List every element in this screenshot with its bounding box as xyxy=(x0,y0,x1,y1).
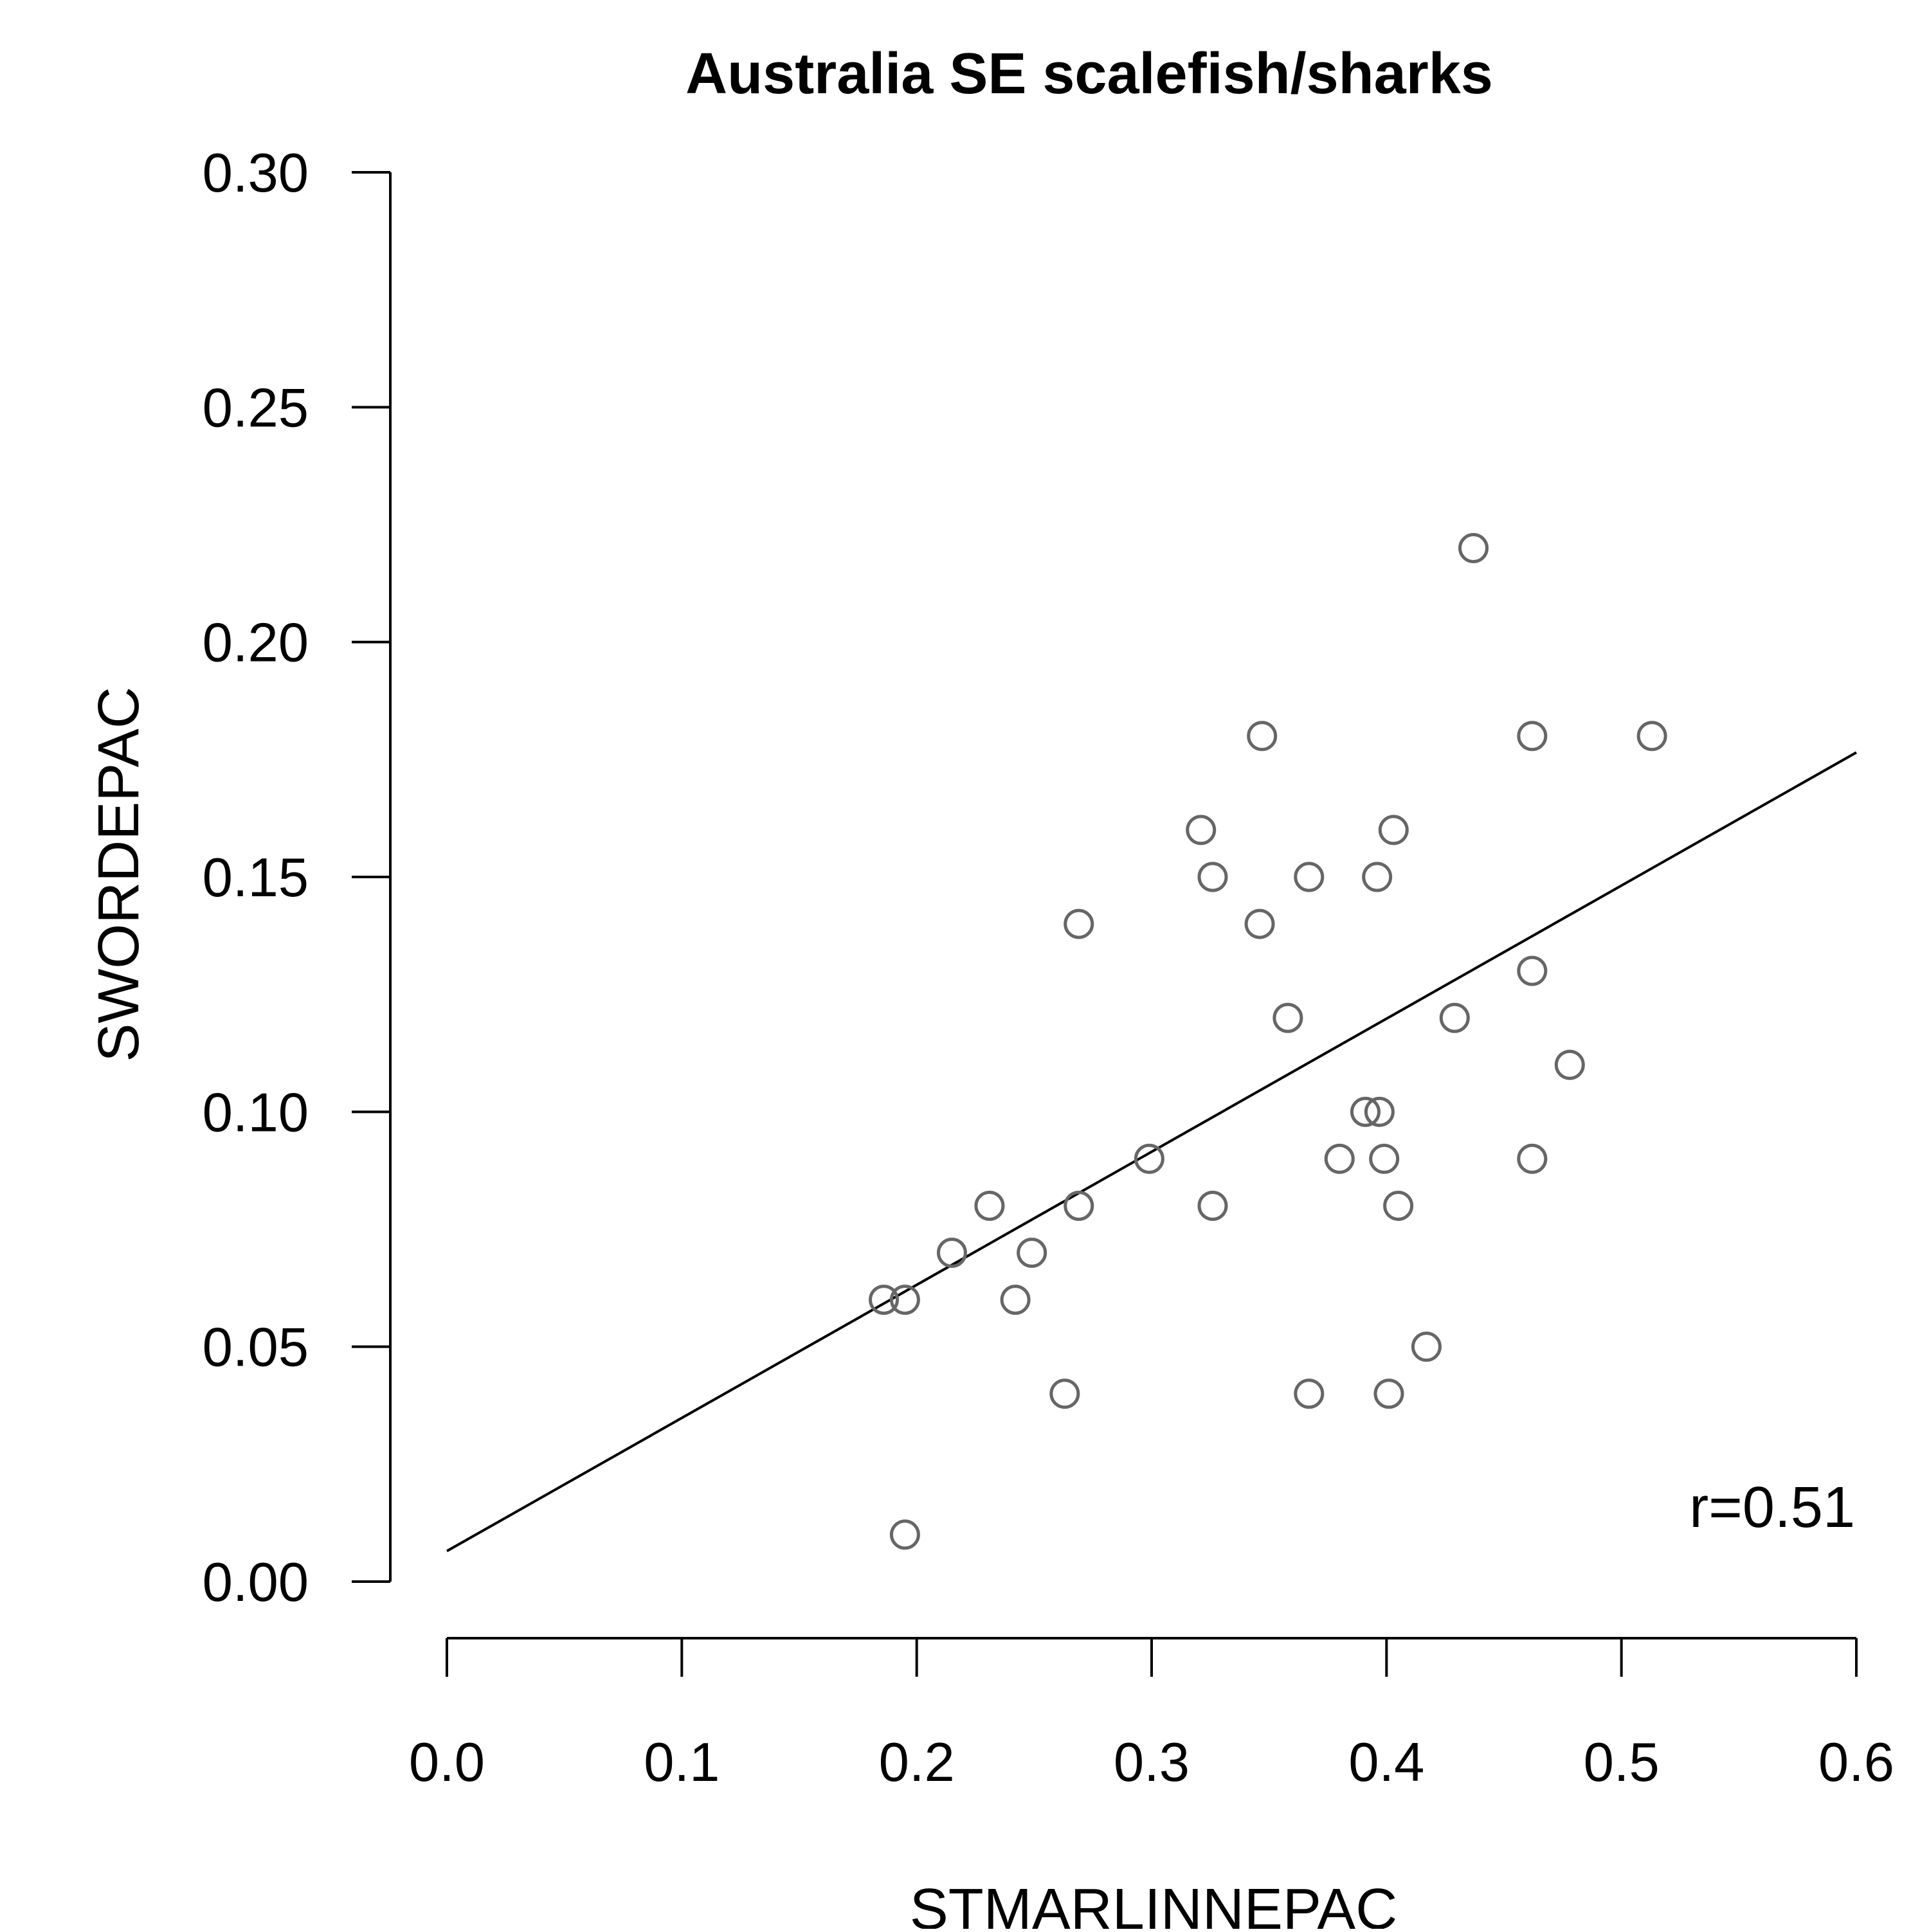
data-point xyxy=(1458,533,1489,564)
regression-line xyxy=(446,751,1857,1553)
data-point xyxy=(1378,815,1409,845)
data-point xyxy=(1272,1002,1303,1033)
data-point xyxy=(1017,1238,1047,1268)
x-axis-label: STMARLINNEPAC xyxy=(910,1877,1397,1929)
y-tick-label: 0.15 xyxy=(203,847,309,908)
correlation-annotation: r=0.51 xyxy=(1689,1476,1855,1540)
data-point xyxy=(1373,1378,1404,1409)
data-point xyxy=(1517,955,1548,986)
chart-title: Australia SE scalefish/sharks xyxy=(685,42,1493,106)
data-point xyxy=(1350,1096,1381,1127)
x-tick-label: 0.5 xyxy=(1584,1732,1660,1793)
y-tick-label: 0.05 xyxy=(203,1317,309,1378)
data-point xyxy=(1134,1143,1164,1174)
data-point xyxy=(1364,1096,1395,1127)
points-layer xyxy=(869,533,1667,1550)
data-point xyxy=(936,1238,967,1268)
x-tick-label: 0.6 xyxy=(1818,1732,1894,1793)
data-point xyxy=(1411,1332,1442,1362)
data-point xyxy=(1439,1002,1470,1033)
x-tick-label: 0.3 xyxy=(1114,1732,1190,1793)
data-point xyxy=(1186,815,1217,845)
data-point xyxy=(869,1285,900,1315)
data-point xyxy=(1064,908,1094,939)
y-tick-label: 0.25 xyxy=(203,377,309,438)
data-point xyxy=(1362,862,1393,892)
data-point xyxy=(1197,862,1228,892)
data-point xyxy=(1554,1049,1585,1080)
data-point xyxy=(1294,1378,1325,1409)
y-axis-label: SWORDEPAC xyxy=(87,687,151,1061)
data-point xyxy=(1383,1190,1414,1221)
y-tick-label: 0.00 xyxy=(203,1552,309,1613)
x-tick-label: 0.1 xyxy=(644,1732,720,1793)
x-tick-label: 0.0 xyxy=(409,1732,485,1793)
data-point xyxy=(1244,908,1275,939)
axes: 0.00 0.05 0.10 0.15 0.20 0.25 0.30 0.0 0.1 0.2 0.3… xyxy=(203,143,1895,1793)
data-point xyxy=(1294,862,1325,892)
data-point xyxy=(889,1519,920,1550)
data-point xyxy=(1247,721,1278,752)
data-point xyxy=(974,1190,1005,1221)
data-point xyxy=(1369,1143,1400,1174)
data-point xyxy=(889,1285,920,1315)
y-tick-label: 0.10 xyxy=(203,1082,309,1143)
data-point xyxy=(1000,1285,1031,1315)
data-point xyxy=(1324,1143,1355,1174)
regression-line-layer xyxy=(446,751,1857,1553)
data-point xyxy=(1517,1143,1548,1174)
data-point xyxy=(1064,1190,1094,1221)
y-tick-label: 0.30 xyxy=(203,143,309,204)
x-tick-label: 0.2 xyxy=(879,1732,955,1793)
data-point xyxy=(1517,721,1548,752)
data-point xyxy=(1636,721,1667,752)
data-point xyxy=(1049,1378,1080,1409)
y-tick-label: 0.20 xyxy=(203,613,309,674)
x-tick-label: 0.4 xyxy=(1348,1732,1424,1793)
data-point xyxy=(1197,1190,1228,1221)
